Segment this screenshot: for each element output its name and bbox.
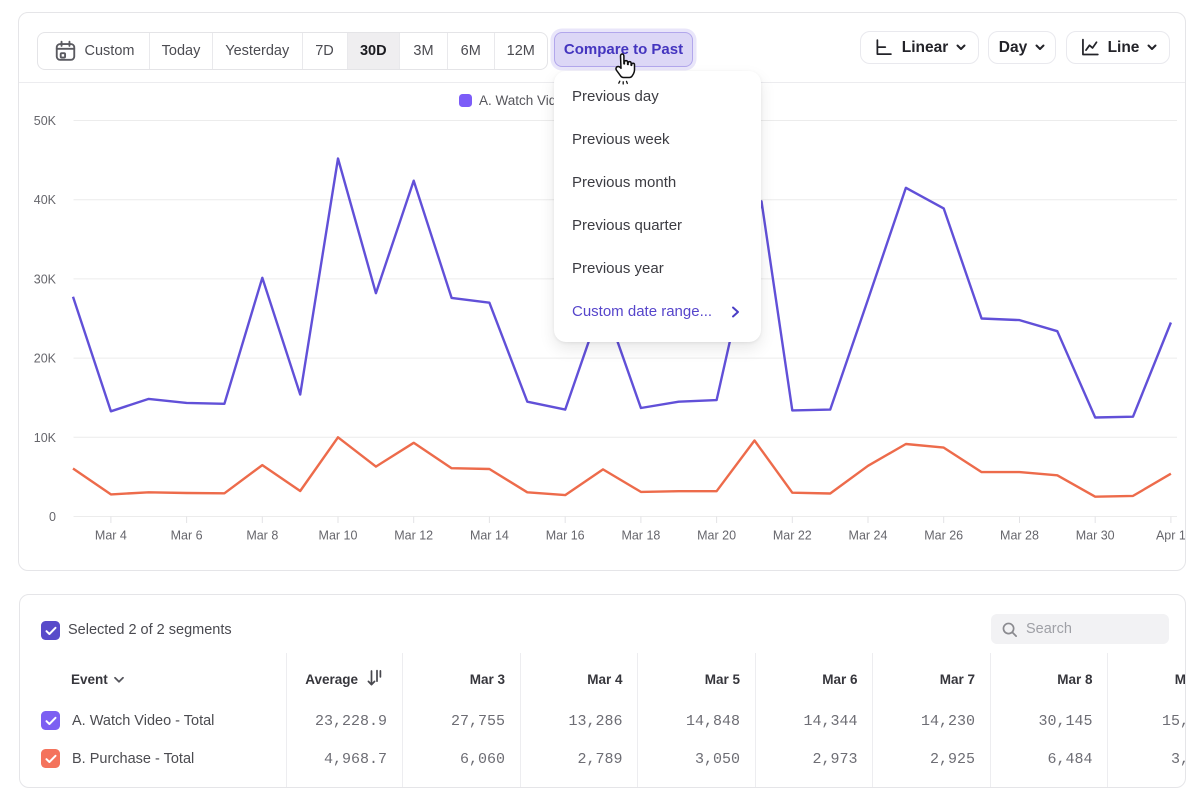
svg-text:Mar 18: Mar 18	[621, 529, 660, 543]
svg-text:Mar 24: Mar 24	[849, 529, 888, 543]
svg-text:10K: 10K	[34, 431, 57, 445]
svg-text:Mar 26: Mar 26	[924, 529, 963, 543]
svg-text:Mar 30: Mar 30	[1076, 529, 1115, 543]
svg-text:Mar 20: Mar 20	[697, 529, 736, 543]
svg-text:Mar 4: Mar 4	[95, 529, 127, 543]
svg-text:40K: 40K	[34, 193, 57, 207]
svg-text:0: 0	[49, 510, 56, 524]
svg-text:Mar 28: Mar 28	[1000, 529, 1039, 543]
svg-text:Mar 14: Mar 14	[470, 529, 509, 543]
svg-text:Mar 6: Mar 6	[171, 529, 203, 543]
svg-text:Apr 1: Apr 1	[1156, 529, 1185, 543]
svg-text:20K: 20K	[34, 352, 57, 366]
svg-text:Mar 12: Mar 12	[394, 529, 433, 543]
svg-text:Mar 16: Mar 16	[546, 529, 585, 543]
svg-text:50K: 50K	[34, 114, 57, 128]
svg-text:Mar 22: Mar 22	[773, 529, 812, 543]
svg-text:Mar 8: Mar 8	[246, 529, 278, 543]
svg-text:Mar 10: Mar 10	[319, 529, 358, 543]
svg-text:30K: 30K	[34, 272, 57, 286]
